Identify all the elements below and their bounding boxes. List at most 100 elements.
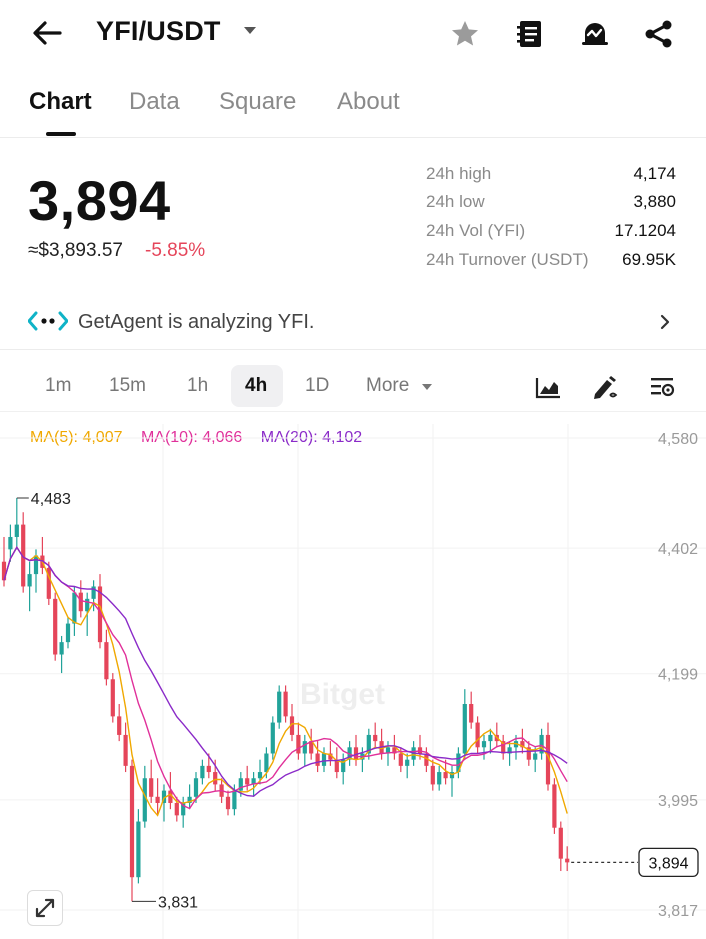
stat-label-24h-high: 24h high — [426, 164, 492, 183]
interval-1d[interactable]: 1D — [305, 375, 330, 396]
area-chart-icon[interactable] — [534, 374, 562, 400]
candle — [309, 728, 314, 760]
candle-body — [117, 716, 122, 735]
candle — [91, 580, 96, 612]
candle — [296, 722, 301, 760]
more-caret-icon[interactable] — [422, 384, 432, 390]
candle — [488, 728, 493, 754]
y-tick-label: 4,580 — [658, 431, 698, 448]
candle — [245, 765, 250, 791]
candle-body — [501, 741, 506, 754]
expand-icon — [35, 898, 55, 918]
candle — [117, 704, 122, 742]
candle — [283, 685, 288, 723]
candle — [462, 689, 467, 760]
interval-1h[interactable]: 1h — [187, 375, 209, 396]
candle — [72, 586, 77, 636]
y-tick-label: 4,199 — [658, 667, 698, 684]
active-tab-indicator — [46, 132, 76, 136]
candle-body — [206, 765, 211, 773]
interval-more[interactable]: More — [366, 375, 410, 396]
star-icon[interactable] — [449, 18, 481, 50]
main-tabs: Chart Data Square About — [0, 80, 706, 138]
candle-body — [264, 753, 269, 773]
candle-body — [225, 796, 231, 810]
alert-icon[interactable] — [579, 18, 611, 50]
candle-body — [155, 796, 160, 803]
candle-body — [161, 790, 167, 803]
pair-title[interactable]: YFI/USDT — [96, 16, 221, 46]
tab-square[interactable]: Square — [219, 88, 297, 115]
candle-body — [174, 802, 179, 816]
candle-body — [104, 642, 109, 680]
tab-data[interactable]: Data — [129, 88, 180, 115]
candle-body — [341, 759, 346, 773]
caret-down-icon[interactable] — [244, 27, 256, 34]
candle — [456, 747, 461, 779]
candle-body — [78, 592, 83, 612]
top-bar: YFI/USDT — [0, 0, 706, 68]
expand-chart-button[interactable] — [27, 890, 63, 926]
low-marker-label: 3,831 — [158, 894, 198, 911]
candle — [225, 790, 231, 816]
interval-1m[interactable]: 1m — [45, 375, 72, 396]
getagent-banner[interactable]: GetAgent is analyzing YFI. — [0, 296, 706, 350]
candle — [59, 635, 64, 674]
candle-body — [232, 790, 237, 810]
candle-body — [289, 716, 295, 735]
candle — [328, 741, 333, 766]
candle — [110, 673, 115, 723]
candle — [360, 747, 365, 773]
notebook-icon[interactable] — [514, 18, 546, 50]
candle-body — [53, 598, 58, 655]
tab-chart[interactable]: Chart — [29, 88, 92, 115]
candle-body — [59, 642, 64, 655]
candle-body — [443, 772, 448, 779]
candle-body — [85, 598, 90, 612]
candle-body — [149, 778, 154, 797]
candle-body — [270, 722, 275, 754]
candle-body — [462, 704, 467, 754]
candle-body — [168, 790, 173, 803]
candle-body — [373, 734, 378, 742]
candle — [379, 728, 384, 760]
back-arrow-icon[interactable] — [30, 18, 64, 48]
candle — [424, 747, 429, 773]
candlestick-chart[interactable]: Bitget 4,580 4,402 4,199 3,995 3,817 4,483 3,… — [0, 424, 706, 939]
fiat-price: ≈$3,893.57 — [28, 240, 123, 261]
candle-body — [65, 623, 71, 643]
candle — [366, 728, 371, 760]
candle-body — [520, 741, 525, 748]
interval-4h[interactable]: 4h — [245, 375, 268, 396]
candle — [8, 524, 13, 562]
price-change: -5.85% — [145, 240, 206, 261]
candle-body — [46, 567, 51, 599]
candle — [405, 753, 410, 779]
candle — [449, 765, 455, 797]
stat-label-24h-low: 24h low — [426, 192, 485, 211]
candle-body — [257, 772, 263, 779]
candle-body — [385, 747, 391, 754]
draw-pen-icon[interactable] — [591, 374, 619, 400]
candle — [552, 778, 557, 834]
candle-body — [405, 759, 410, 766]
candle — [565, 846, 570, 872]
candle-body — [187, 796, 192, 803]
candle — [33, 549, 39, 593]
candle — [392, 734, 397, 760]
last-price: 3,894 — [28, 169, 171, 232]
tab-about[interactable]: About — [337, 88, 400, 115]
candle-body — [91, 586, 96, 599]
ma5-line — [3, 545, 568, 817]
candle — [181, 796, 186, 828]
candle — [187, 784, 192, 810]
candle — [206, 753, 211, 779]
interval-15m[interactable]: 15m — [109, 375, 146, 396]
candle-body — [142, 778, 147, 822]
indicator-settings-icon[interactable] — [648, 374, 676, 400]
candle-body — [353, 747, 359, 760]
candle — [430, 759, 435, 791]
share-icon[interactable] — [643, 18, 675, 50]
candle-body — [14, 524, 19, 537]
candle — [200, 759, 205, 785]
